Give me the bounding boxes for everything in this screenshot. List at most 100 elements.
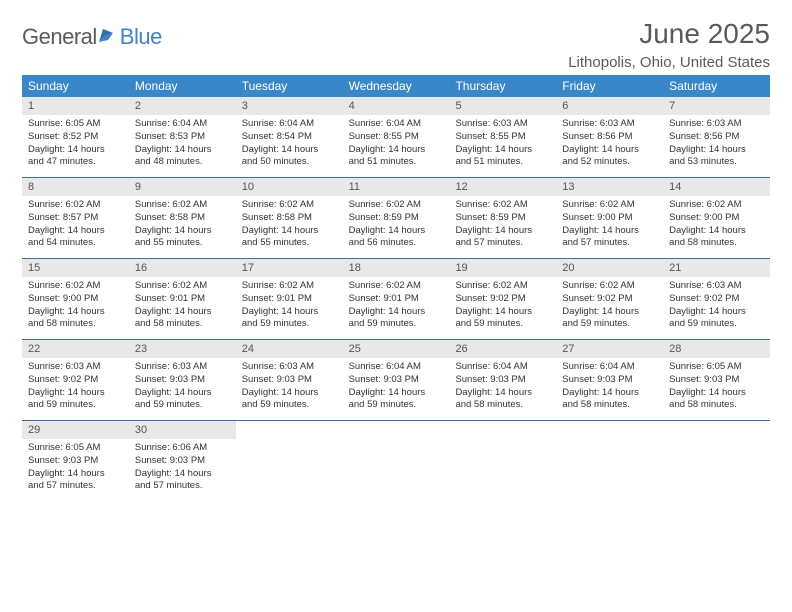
- page-title: June 2025: [568, 18, 770, 50]
- sunset-value: 9:01 PM: [170, 293, 205, 304]
- daylight-line: Daylight: 14 hours and 54 minutes.: [28, 225, 123, 251]
- day-cell: 18Sunrise: 6:02 AMSunset: 9:01 PMDayligh…: [343, 259, 450, 339]
- sunset-value: 9:02 PM: [63, 374, 98, 385]
- day-header: Tuesday: [236, 75, 343, 97]
- sunrise-value: 6:03 AM: [279, 361, 314, 372]
- daylight-label: Daylight:: [135, 387, 172, 398]
- sunset-value: 8:53 PM: [170, 131, 205, 142]
- sunrise-line: Sunrise: 6:02 AM: [135, 280, 230, 293]
- daylight-line: Daylight: 14 hours and 59 minutes.: [28, 387, 123, 413]
- logo-text-blue: Blue: [120, 24, 162, 50]
- sunrise-label: Sunrise:: [28, 361, 63, 372]
- sunrise-value: 6:05 AM: [707, 361, 742, 372]
- day-body: Sunrise: 6:02 AMSunset: 8:57 PMDaylight:…: [22, 196, 129, 256]
- day-number: 14: [663, 178, 770, 196]
- day-number: 6: [556, 97, 663, 115]
- daylight-line: Daylight: 14 hours and 58 minutes.: [135, 306, 230, 332]
- sunset-value: 8:59 PM: [490, 212, 525, 223]
- daylight-line: Daylight: 14 hours and 47 minutes.: [28, 144, 123, 170]
- daylight-line: Daylight: 14 hours and 55 minutes.: [242, 225, 337, 251]
- day-number: 25: [343, 340, 450, 358]
- day-cell: [663, 421, 770, 501]
- sunset-line: Sunset: 9:03 PM: [455, 374, 550, 387]
- day-body: Sunrise: 6:04 AMSunset: 8:55 PMDaylight:…: [343, 115, 450, 175]
- sunset-line: Sunset: 9:03 PM: [349, 374, 444, 387]
- sunset-line: Sunset: 8:54 PM: [242, 131, 337, 144]
- sunrise-value: 6:02 AM: [66, 199, 101, 210]
- sunset-label: Sunset:: [455, 293, 487, 304]
- sunrise-line: Sunrise: 6:02 AM: [242, 280, 337, 293]
- sunset-label: Sunset:: [455, 212, 487, 223]
- sunset-line: Sunset: 9:00 PM: [28, 293, 123, 306]
- sunrise-label: Sunrise:: [242, 361, 277, 372]
- sunset-value: 8:59 PM: [383, 212, 418, 223]
- sunrise-label: Sunrise:: [135, 280, 170, 291]
- sunrise-value: 6:02 AM: [386, 280, 421, 291]
- logo: General Blue: [22, 18, 162, 50]
- day-cell: 7Sunrise: 6:03 AMSunset: 8:56 PMDaylight…: [663, 97, 770, 177]
- daylight-label: Daylight:: [349, 225, 386, 236]
- day-header: Wednesday: [343, 75, 450, 97]
- sunset-label: Sunset:: [242, 293, 274, 304]
- sunrise-line: Sunrise: 6:02 AM: [455, 199, 550, 212]
- day-body: Sunrise: 6:04 AMSunset: 8:54 PMDaylight:…: [236, 115, 343, 175]
- day-header: Thursday: [449, 75, 556, 97]
- sunset-label: Sunset:: [669, 131, 701, 142]
- daylight-label: Daylight:: [242, 144, 279, 155]
- day-number: [663, 421, 770, 439]
- sunrise-label: Sunrise:: [349, 361, 384, 372]
- sunset-line: Sunset: 9:03 PM: [135, 455, 230, 468]
- sunset-label: Sunset:: [28, 212, 60, 223]
- day-number: 12: [449, 178, 556, 196]
- sunrise-line: Sunrise: 6:03 AM: [562, 118, 657, 131]
- sunset-label: Sunset:: [349, 131, 381, 142]
- sunrise-value: 6:03 AM: [707, 118, 742, 129]
- day-number: 24: [236, 340, 343, 358]
- sunset-label: Sunset:: [562, 293, 594, 304]
- sunrise-value: 6:04 AM: [386, 361, 421, 372]
- sunrise-line: Sunrise: 6:03 AM: [455, 118, 550, 131]
- sunset-label: Sunset:: [242, 212, 274, 223]
- daylight-label: Daylight:: [28, 144, 65, 155]
- sunset-value: 9:02 PM: [704, 293, 739, 304]
- sunrise-line: Sunrise: 6:04 AM: [455, 361, 550, 374]
- sunrise-value: 6:02 AM: [386, 199, 421, 210]
- location-text: Lithopolis, Ohio, United States: [568, 54, 770, 71]
- sunset-label: Sunset:: [349, 374, 381, 385]
- day-cell: 10Sunrise: 6:02 AMSunset: 8:58 PMDayligh…: [236, 178, 343, 258]
- sunrise-line: Sunrise: 6:03 AM: [135, 361, 230, 374]
- day-body: Sunrise: 6:06 AMSunset: 9:03 PMDaylight:…: [129, 439, 236, 499]
- daylight-label: Daylight:: [135, 144, 172, 155]
- sunrise-label: Sunrise:: [349, 199, 384, 210]
- day-cell: 22Sunrise: 6:03 AMSunset: 9:02 PMDayligh…: [22, 340, 129, 420]
- daylight-label: Daylight:: [455, 306, 492, 317]
- day-header-row: SundayMondayTuesdayWednesdayThursdayFrid…: [22, 75, 770, 97]
- sunset-line: Sunset: 9:00 PM: [669, 212, 764, 225]
- title-block: June 2025 Lithopolis, Ohio, United State…: [568, 18, 770, 71]
- daylight-line: Daylight: 14 hours and 59 minutes.: [562, 306, 657, 332]
- sunset-line: Sunset: 8:57 PM: [28, 212, 123, 225]
- sunrise-label: Sunrise:: [242, 118, 277, 129]
- sunset-label: Sunset:: [562, 374, 594, 385]
- daylight-label: Daylight:: [242, 387, 279, 398]
- sunrise-value: 6:03 AM: [66, 361, 101, 372]
- day-body: Sunrise: 6:03 AMSunset: 9:03 PMDaylight:…: [236, 358, 343, 418]
- sunrise-value: 6:02 AM: [493, 199, 528, 210]
- day-number: 5: [449, 97, 556, 115]
- sunset-line: Sunset: 8:53 PM: [135, 131, 230, 144]
- daylight-line: Daylight: 14 hours and 58 minutes.: [669, 225, 764, 251]
- sunset-label: Sunset:: [562, 212, 594, 223]
- sunrise-line: Sunrise: 6:06 AM: [135, 442, 230, 455]
- sunset-value: 9:00 PM: [704, 212, 739, 223]
- sunrise-label: Sunrise:: [669, 199, 704, 210]
- day-body: Sunrise: 6:02 AMSunset: 9:00 PMDaylight:…: [556, 196, 663, 256]
- day-cell: 19Sunrise: 6:02 AMSunset: 9:02 PMDayligh…: [449, 259, 556, 339]
- header: General Blue June 2025 Lithopolis, Ohio,…: [22, 18, 770, 71]
- day-body: Sunrise: 6:02 AMSunset: 8:59 PMDaylight:…: [449, 196, 556, 256]
- week-row: 29Sunrise: 6:05 AMSunset: 9:03 PMDayligh…: [22, 420, 770, 501]
- day-body: Sunrise: 6:05 AMSunset: 9:03 PMDaylight:…: [22, 439, 129, 499]
- sunrise-value: 6:03 AM: [493, 118, 528, 129]
- sunrise-value: 6:02 AM: [279, 280, 314, 291]
- day-body: Sunrise: 6:04 AMSunset: 9:03 PMDaylight:…: [449, 358, 556, 418]
- sunset-line: Sunset: 9:02 PM: [455, 293, 550, 306]
